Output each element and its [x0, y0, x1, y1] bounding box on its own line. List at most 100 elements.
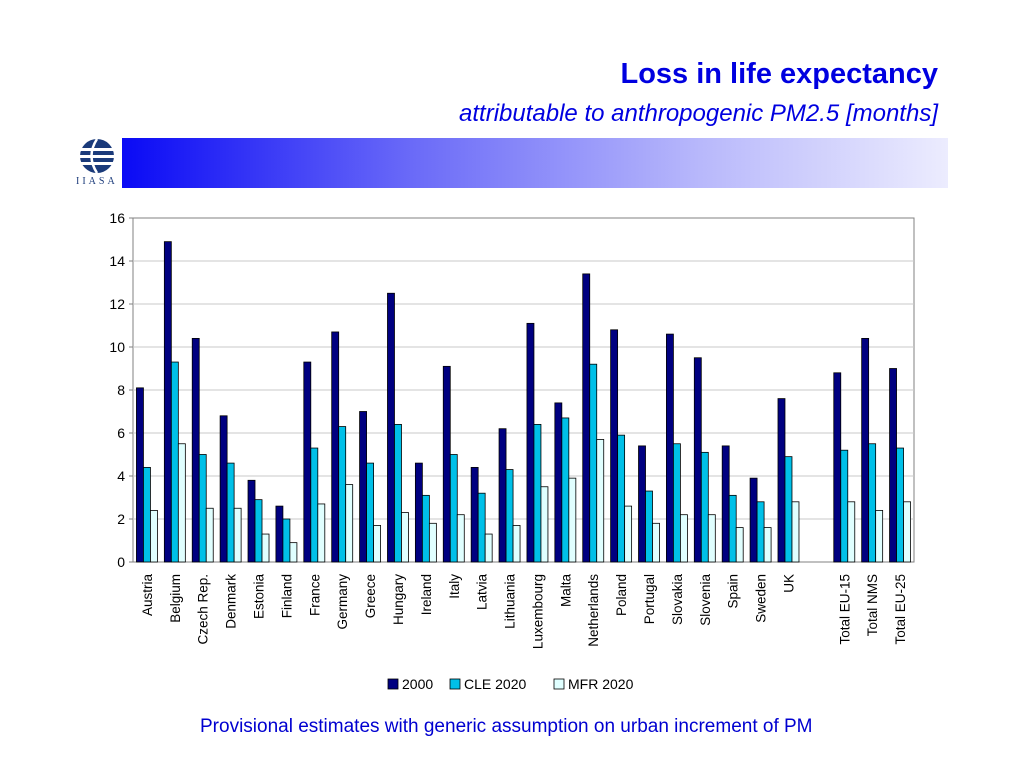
bar-mfr-2020	[150, 509, 158, 563]
y-tick-label: 10	[109, 339, 125, 355]
logo-text: IIASA	[76, 176, 118, 187]
bar-mfr-2020	[345, 484, 354, 563]
bar-cle-2020	[533, 423, 542, 563]
bar-cle-2020	[700, 451, 709, 563]
x-tick-label: Total EU-25	[893, 574, 908, 645]
bar-cle-2020	[840, 449, 849, 563]
bar-cle-2020	[896, 447, 904, 563]
footnote: Provisional estimates with generic assum…	[200, 716, 813, 737]
bar-2000	[498, 428, 507, 563]
bar-cle-2020	[728, 494, 737, 563]
bar-cle-2020	[561, 417, 570, 563]
bar-mfr-2020	[373, 525, 381, 563]
bar-cle-2020	[589, 363, 598, 563]
bar-cle-2020	[645, 490, 653, 563]
x-tick-label: Austria	[140, 574, 155, 617]
y-tick-label: 6	[117, 425, 125, 441]
bar-cle-2020	[282, 518, 291, 563]
legend-swatch-mfr-2020	[553, 678, 565, 690]
bar-mfr-2020	[401, 512, 409, 563]
bar-cle-2020	[366, 462, 374, 563]
y-tick-label: 2	[117, 511, 125, 527]
bar-mfr-2020	[484, 533, 493, 563]
x-tick-label: Poland	[614, 574, 629, 616]
x-tick-label: Slovakia	[670, 574, 685, 626]
bar-2000	[442, 365, 451, 563]
iiasa-logo-icon	[78, 138, 116, 174]
bar-2000	[833, 372, 842, 563]
bar-2000	[861, 337, 870, 563]
bar-mfr-2020	[680, 514, 688, 563]
x-tick-label: Netherlands	[586, 574, 601, 647]
x-tick-label: Estonia	[252, 574, 267, 620]
y-tick-label: 14	[109, 253, 125, 269]
y-tick-label: 8	[117, 382, 125, 398]
bar-2000	[666, 333, 674, 563]
x-tick-label: Denmark	[224, 574, 239, 629]
bar-2000	[526, 322, 535, 563]
bar-2000	[275, 505, 284, 563]
bar-2000	[470, 466, 479, 563]
bar-mfr-2020	[903, 501, 911, 563]
bar-mfr-2020	[847, 501, 856, 563]
bar-2000	[693, 357, 702, 563]
x-tick-label: Lithuania	[503, 574, 518, 629]
bar-cle-2020	[868, 443, 877, 563]
bar-cle-2020	[170, 361, 179, 563]
y-tick-label: 16	[109, 210, 125, 226]
bar-mfr-2020	[205, 507, 214, 563]
bar-2000	[554, 402, 563, 563]
bar-mfr-2020	[289, 542, 298, 563]
bar-mfr-2020	[177, 443, 186, 563]
bar-2000	[777, 398, 786, 563]
bar-mfr-2020	[261, 533, 270, 563]
x-tick-label: Total NMS	[865, 574, 880, 636]
y-tick-label: 4	[117, 468, 125, 484]
bar-mfr-2020	[596, 439, 605, 563]
x-tick-label: Finland	[279, 574, 294, 618]
bar-mfr-2020	[791, 501, 800, 563]
x-tick-label: Total EU-15	[837, 574, 852, 645]
x-tick-label: Sweden	[754, 574, 769, 623]
bar-2000	[414, 462, 423, 563]
legend-label: MFR 2020	[568, 676, 634, 692]
slide-title: Loss in life expectancy	[620, 58, 938, 90]
y-tick-label: 0	[117, 554, 125, 570]
bar-2000	[163, 241, 172, 563]
bar-2000	[638, 445, 646, 563]
bar-2000	[749, 477, 758, 563]
bar-2000	[136, 387, 144, 563]
x-tick-label: France	[307, 574, 322, 616]
x-tick-label: Czech Rep.	[196, 574, 211, 645]
bar-mfr-2020	[735, 527, 744, 563]
bar-2000	[331, 331, 340, 563]
x-tick-label: Malta	[558, 574, 573, 608]
bar-2000	[303, 361, 312, 563]
x-tick-label: Portugal	[642, 574, 657, 624]
bar-cle-2020	[394, 423, 402, 563]
bar-mfr-2020	[568, 477, 577, 563]
bar-mfr-2020	[456, 514, 465, 563]
bar-2000	[889, 368, 897, 563]
x-tick-label: Latvia	[475, 574, 490, 611]
bar-mfr-2020	[763, 527, 772, 563]
x-tick-label: Spain	[726, 574, 741, 609]
bar-cle-2020	[421, 494, 430, 563]
bar-mfr-2020	[317, 503, 326, 563]
bar-cle-2020	[310, 447, 319, 563]
bar-2000	[387, 292, 395, 563]
x-tick-label: Germany	[335, 574, 350, 630]
bar-2000	[610, 329, 619, 563]
bar-cle-2020	[254, 499, 263, 563]
bar-2000	[219, 415, 228, 563]
bar-2000	[191, 337, 200, 563]
legend-label: CLE 2020	[464, 676, 526, 692]
bar-cle-2020	[617, 434, 626, 563]
legend-swatch-2000	[387, 678, 399, 690]
x-tick-label: Ireland	[419, 574, 434, 615]
bar-2000	[721, 445, 730, 563]
x-tick-label: UK	[781, 574, 796, 593]
bar-cle-2020	[198, 454, 207, 563]
bar-cle-2020	[756, 501, 765, 563]
header-banner	[122, 138, 948, 188]
